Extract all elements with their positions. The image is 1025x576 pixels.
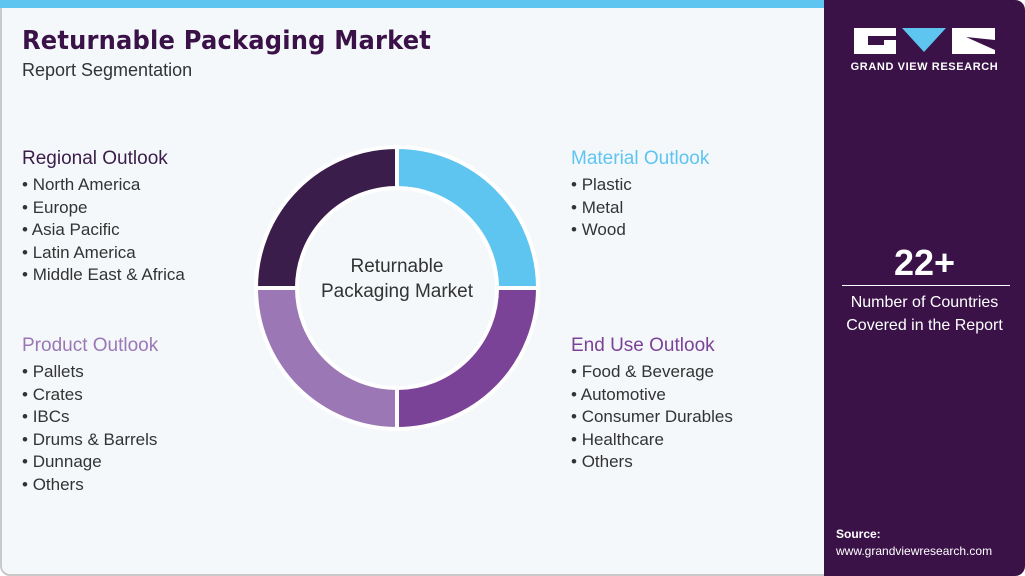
donut-segment-regional	[253, 144, 399, 290]
stat-label: Number of Countries Covered in the Report	[824, 291, 1025, 337]
product-outlook: Product Outlook PalletsCratesIBCsDrums &…	[22, 335, 158, 497]
top-accent-bar	[0, 0, 840, 8]
donut-segment-product	[253, 286, 399, 432]
brand-panel	[824, 0, 1025, 576]
end-use-outlook: End Use Outlook Food & BeverageAutomotiv…	[571, 335, 733, 474]
list-item: Food & Beverage	[571, 361, 733, 384]
list-item: Others	[571, 451, 733, 474]
donut-center-label: Returnable Packaging Market	[320, 256, 474, 302]
list-item: Wood	[571, 219, 709, 242]
stat-label-line: Number of Countries	[850, 294, 999, 311]
list-item: Healthcare	[571, 429, 733, 452]
list-item: IBCs	[22, 406, 158, 429]
list-item: Asia Pacific	[22, 219, 185, 242]
segmentation-donut	[253, 144, 541, 432]
list-item: Metal	[571, 197, 709, 220]
gvr-logo	[854, 28, 995, 54]
list-item: Consumer Durables	[571, 406, 733, 429]
regional-title: Regional Outlook	[22, 148, 168, 169]
list-item: Latin America	[22, 242, 185, 265]
source: Source: www.grandviewresearch.com	[836, 526, 992, 560]
source-label: Source:	[836, 527, 881, 541]
stat-label-line: Covered in the Report	[846, 317, 1003, 334]
material-outlook: Material Outlook PlasticMetalWood	[571, 148, 709, 242]
list-item: North America	[22, 174, 185, 197]
divider	[842, 285, 1010, 286]
list-item: Crates	[22, 384, 158, 407]
list-item: Europe	[22, 197, 185, 220]
source-link[interactable]: www.grandviewresearch.com	[836, 544, 993, 558]
page-title: Returnable Packaging Market	[22, 26, 432, 56]
regional-outlook: Regional Outlook North AmericaEuropeAsia…	[22, 148, 185, 287]
brand-name: GRAND VIEW RESEARCH	[850, 61, 999, 73]
end-use-title: End Use Outlook	[571, 335, 715, 356]
list-item: Middle East & Africa	[22, 264, 185, 287]
list-item: Plastic	[571, 174, 709, 197]
page-subtitle: Report Segmentation	[22, 60, 193, 80]
list-item: Dunnage	[22, 451, 158, 474]
product-title: Product Outlook	[22, 335, 159, 356]
list-item: Pallets	[22, 361, 158, 384]
list-item: Drums & Barrels	[22, 429, 158, 452]
stat-value: 22+	[893, 242, 956, 283]
list-item: Others	[22, 474, 158, 497]
material-title: Material Outlook	[571, 148, 710, 169]
donut-segment-end_use	[395, 286, 541, 432]
list-item: Automotive	[571, 384, 733, 407]
